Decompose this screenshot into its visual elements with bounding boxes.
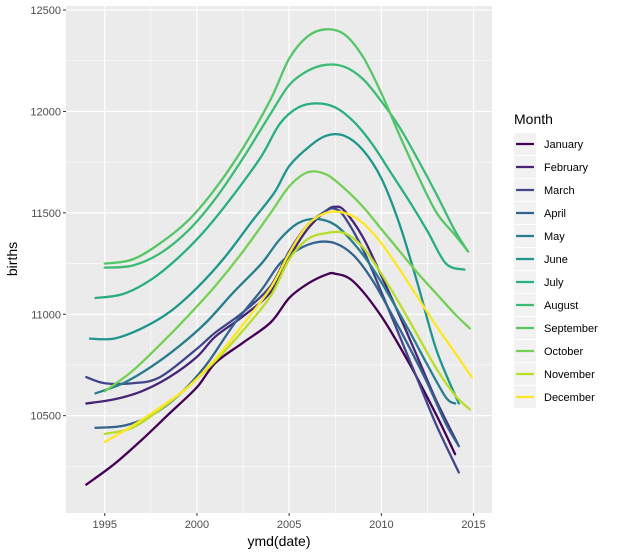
legend-label-january: January xyxy=(544,139,584,151)
x-axis-title: ymd(date) xyxy=(247,533,310,549)
x-tick-label: 1995 xyxy=(92,519,116,531)
y-tick-label: 11000 xyxy=(31,309,61,321)
legend: Month January February March April May June Ju… xyxy=(514,111,598,408)
y-axis-title: births xyxy=(4,242,20,276)
y-axis-ticks: 10500 11000 11500 12000 12500 xyxy=(30,5,66,423)
minor-gridlines xyxy=(66,6,492,513)
series-line-august xyxy=(103,63,470,269)
plot-panel xyxy=(66,6,492,513)
series-line-july xyxy=(94,102,466,300)
legend-label-july: July xyxy=(544,277,564,289)
legend-label-december: December xyxy=(544,392,595,404)
y-tick-label: 12500 xyxy=(30,5,61,17)
series-line-january xyxy=(85,271,457,486)
legend-label-september: September xyxy=(544,323,598,335)
series-line-may xyxy=(94,217,457,405)
series-line-december xyxy=(103,210,473,444)
x-tick-label: 2000 xyxy=(185,519,209,531)
y-tick-label: 12000 xyxy=(30,106,61,118)
x-tick-label: 2005 xyxy=(277,519,301,531)
legend-label-november: November xyxy=(544,369,595,381)
legend-label-february: February xyxy=(544,162,589,174)
series-line-june xyxy=(88,132,460,405)
series-line-october xyxy=(103,170,472,393)
legend-label-october: October xyxy=(544,346,583,358)
legend-label-april: April xyxy=(544,208,566,220)
legend-label-march: March xyxy=(544,185,575,197)
x-axis-ticks: 1995 2000 2005 2010 2015 xyxy=(92,513,486,531)
series-lines xyxy=(85,28,473,486)
x-tick-label: 2010 xyxy=(369,519,393,531)
legend-label-june: June xyxy=(544,254,568,266)
series-line-september xyxy=(103,28,470,265)
x-tick-label: 2015 xyxy=(461,519,485,531)
y-tick-label: 10500 xyxy=(30,411,61,423)
legend-items: January February March April May June July Augu… xyxy=(514,133,598,408)
legend-label-august: August xyxy=(544,300,578,312)
legend-title: Month xyxy=(514,111,553,127)
y-tick-label: 11500 xyxy=(31,208,61,220)
legend-label-may: May xyxy=(544,231,565,243)
